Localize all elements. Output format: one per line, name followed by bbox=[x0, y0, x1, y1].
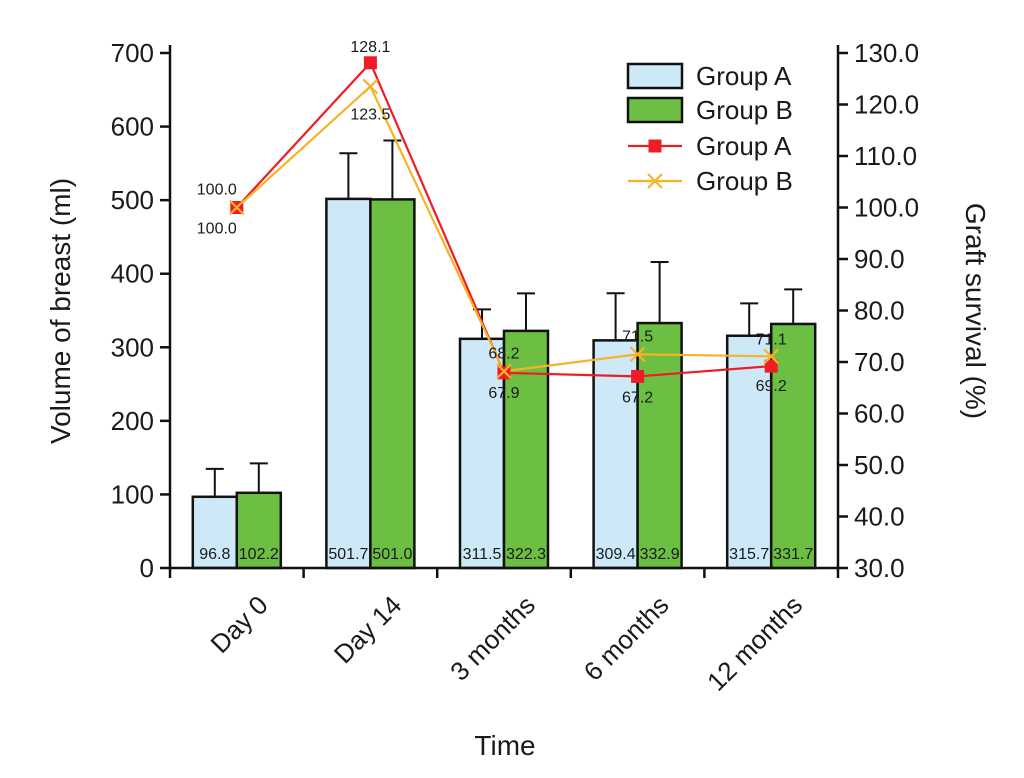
line-value-label: 71.5 bbox=[622, 328, 653, 345]
line-value-label: 100.0 bbox=[197, 182, 237, 199]
legend-swatch-bar-a bbox=[626, 62, 684, 90]
line-point-b-0 bbox=[229, 199, 245, 216]
y2-tick-label: 30.0 bbox=[854, 553, 905, 583]
error-bars-layer bbox=[205, 139, 803, 497]
y2-tick-label: 100.0 bbox=[854, 193, 919, 223]
bar-value-label: 501.7 bbox=[328, 546, 368, 563]
y2-tick-label: 80.0 bbox=[854, 296, 905, 326]
x-tick-label: 12 months bbox=[701, 590, 808, 697]
y-axis-title: Volume of breast (ml) bbox=[45, 178, 76, 444]
bar-b-4 bbox=[769, 322, 817, 570]
bar-value-label: 332.9 bbox=[640, 546, 680, 563]
bar-value-label: 311.5 bbox=[463, 546, 502, 563]
x-marker bbox=[629, 346, 646, 363]
line-value-labels: 100.0 128.1 67.9 67.2 69.2 100.0 123.5 68.2 71.5… bbox=[197, 39, 787, 407]
y-tick-label: 600 bbox=[111, 112, 154, 142]
line-value-label: 100.0 bbox=[197, 221, 237, 238]
y2-tick-label: 120.0 bbox=[854, 90, 919, 120]
bar-value-label: 331.7 bbox=[773, 546, 813, 563]
x-marker bbox=[763, 348, 779, 365]
y-tick-label: 700 bbox=[111, 38, 154, 68]
x-axis-title: Time bbox=[474, 730, 535, 761]
y2-tick-label: 50.0 bbox=[854, 450, 905, 480]
line-point-a-1 bbox=[363, 56, 377, 70]
x-marker bbox=[496, 363, 512, 380]
bar-value-label: 96.8 bbox=[199, 546, 230, 563]
y2-tick-label: 60.0 bbox=[854, 399, 905, 429]
line-point-b-3 bbox=[629, 346, 646, 363]
y2-tick-label: 40.0 bbox=[854, 502, 905, 532]
bar-value-label: 501.0 bbox=[372, 546, 412, 563]
legend-label: Group A bbox=[696, 131, 792, 161]
line-point-a-3 bbox=[631, 369, 645, 383]
legend-marker-a bbox=[648, 139, 662, 153]
y-tick-label: 200 bbox=[111, 406, 154, 436]
y2-axis-title: Graft survival (%) bbox=[960, 203, 991, 419]
x-tick-label: Day 0 bbox=[205, 590, 274, 659]
lines-layer bbox=[229, 56, 779, 383]
bar-b-1 bbox=[369, 198, 416, 570]
legend-marker-b bbox=[647, 173, 663, 189]
y2-tick-label: 70.0 bbox=[854, 347, 905, 377]
legend-label: Group A bbox=[696, 61, 792, 91]
y-tick-label: 400 bbox=[111, 259, 154, 289]
x-marker bbox=[229, 199, 245, 216]
bar-value-label: 322.3 bbox=[506, 546, 546, 563]
bar-a-2 bbox=[458, 337, 506, 570]
line-value-label: 71.1 bbox=[756, 331, 787, 348]
x-tick-label: Day 14 bbox=[328, 590, 407, 669]
legend-label: Group B bbox=[696, 95, 793, 125]
bars-layer bbox=[191, 197, 817, 570]
y2-tick-label: 110.0 bbox=[854, 141, 917, 171]
y-tick-label: 100 bbox=[111, 479, 154, 509]
bar-value-label: 102.2 bbox=[239, 546, 279, 563]
legend-swatch-bar-b bbox=[626, 96, 684, 124]
x-tick-label: 3 months bbox=[444, 590, 541, 687]
line-value-label: 128.1 bbox=[350, 39, 390, 56]
line-value-label: 68.2 bbox=[488, 345, 519, 362]
bar-value-label: 315.7 bbox=[729, 546, 769, 563]
line-series-a bbox=[235, 60, 772, 378]
bar-a-1 bbox=[325, 197, 372, 570]
x-tick-label: 6 months bbox=[578, 590, 675, 687]
line-value-label: 67.2 bbox=[622, 389, 653, 406]
line-point-b-4 bbox=[763, 348, 779, 365]
line-point-b-2 bbox=[496, 363, 512, 380]
line-point-b-1 bbox=[362, 78, 379, 95]
line-value-label: 67.9 bbox=[488, 385, 519, 402]
y2-tick-label: 130.0 bbox=[854, 38, 919, 68]
y-tick-label: 300 bbox=[111, 332, 154, 362]
line-value-label: 123.5 bbox=[350, 106, 390, 123]
line-point-a-4 bbox=[764, 359, 778, 373]
bar-value-label: 309.4 bbox=[596, 546, 636, 563]
bar-a-4 bbox=[725, 334, 773, 570]
legend: Group A Group B Group A Group B bbox=[626, 61, 793, 196]
line-series-b bbox=[236, 84, 772, 373]
legend-label: Group B bbox=[696, 166, 793, 196]
line-value-label: 69.2 bbox=[756, 378, 787, 395]
x-marker bbox=[362, 78, 379, 95]
y2-tick-label: 90.0 bbox=[854, 244, 905, 274]
y-tick-label: 0 bbox=[140, 553, 154, 583]
y-tick-label: 500 bbox=[111, 185, 154, 215]
bar-value-labels: 96.8 501.7 311.5 309.4 315.7 102.2 501.0 322.3 3… bbox=[199, 546, 813, 563]
